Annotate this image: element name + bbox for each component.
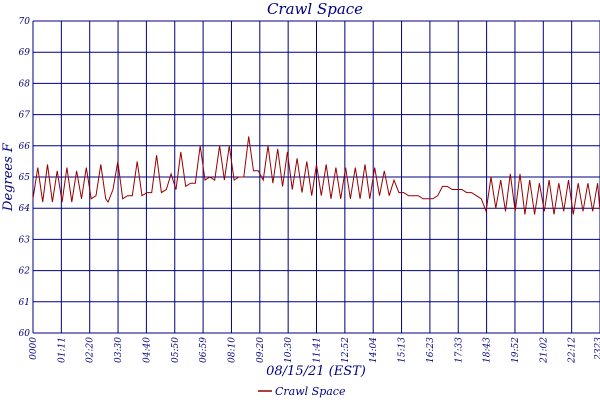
x-tick-label: 11:41 [313, 337, 323, 363]
x-tick-label: 04:40 [142, 337, 152, 363]
y-tick-label: 65 [19, 173, 31, 183]
y-tick-label: 61 [19, 298, 30, 308]
chart-title: Crawl Space [267, 0, 363, 18]
y-tick-label: 63 [19, 235, 31, 245]
y-tick-label: 60 [19, 329, 31, 339]
y-tick-label: 68 [19, 79, 31, 89]
x-tick-label: 09:20 [256, 337, 266, 363]
x-tick-label: 03:30 [114, 337, 124, 363]
x-tick-label: 01:11 [57, 337, 67, 363]
x-tick-label: 14:04 [369, 337, 379, 363]
x-tick-label: 12:52 [341, 337, 351, 363]
y-tick-label: 70 [19, 17, 31, 27]
x-tick-label: 17:33 [454, 337, 464, 363]
x-tick-label: 21:02 [539, 337, 549, 364]
series-layer [32, 136, 600, 215]
x-tick-label: 08:10 [227, 337, 237, 363]
legend: Crawl Space [258, 385, 346, 398]
x-tick-label: 05:50 [171, 337, 181, 363]
x-tick-label: 19:52 [511, 337, 521, 363]
x-axis-ticks: 0000 01:11 02:20 03:30 04:40 05:50 06:59 08:10 0… [29, 337, 600, 364]
x-tick-label: 18:43 [483, 337, 493, 363]
x-tick-label: 10:30 [284, 337, 294, 363]
series-line-crawl-space [32, 136, 600, 215]
x-tick-label: 0000 [29, 337, 39, 360]
legend-label: Crawl Space [275, 385, 346, 398]
y-tick-label: 67 [19, 111, 31, 121]
y-tick-label: 69 [19, 48, 31, 58]
x-tick-label: 16:23 [426, 337, 436, 363]
grid [32, 20, 600, 334]
x-tick-label: 06:59 [199, 337, 209, 363]
y-tick-label: 66 [19, 142, 31, 152]
x-tick-label: 15:13 [398, 337, 408, 363]
y-tick-label: 64 [19, 204, 31, 214]
x-axis-label: 08/15/21 (EST) [266, 364, 366, 379]
x-tick-label: 02:20 [86, 337, 96, 363]
y-tick-label: 62 [19, 267, 31, 277]
y-axis-ticks: 60 61 62 63 64 65 66 67 68 69 70 [19, 17, 31, 339]
y-axis-label: Degrees F [1, 142, 16, 212]
x-tick-label: 22:12 [568, 337, 578, 364]
x-tick-label: 2323 [594, 337, 600, 361]
